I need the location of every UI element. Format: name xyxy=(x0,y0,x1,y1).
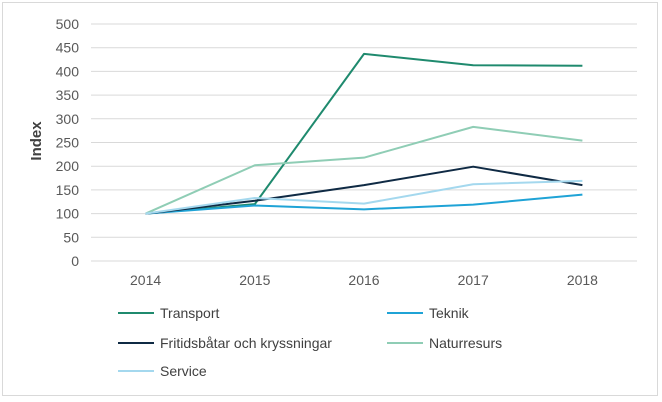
chart-frame: 0 50 100 150 200 250 300 350 400 450 500 2014 2015 2… xyxy=(2,2,658,396)
x-tick-label: 2016 xyxy=(348,272,379,288)
y-tick-label: 300 xyxy=(56,111,80,127)
y-tick-labels: 0 50 100 150 200 250 300 350 400 450 500 xyxy=(56,16,80,269)
legend-label: Fritidsbåtar och kryssningar xyxy=(160,335,332,351)
legend-label: Naturresurs xyxy=(429,335,502,351)
legend-label: Transport xyxy=(160,305,220,321)
y-tick-label: 150 xyxy=(56,182,80,198)
y-tick-label: 250 xyxy=(56,135,80,151)
series-line-service xyxy=(145,179,583,215)
x-tick-label: 2014 xyxy=(130,272,161,288)
x-tick-label: 2018 xyxy=(567,272,598,288)
y-tick-label: 0 xyxy=(71,253,79,269)
y-tick-label: 350 xyxy=(56,87,80,103)
legend: Transport Teknik Fritidsbåtar och kryssnin… xyxy=(118,305,502,379)
x-tick-label: 2015 xyxy=(239,272,270,288)
x-tick-label: 2017 xyxy=(458,272,489,288)
y-tick-label: 450 xyxy=(56,40,80,56)
y-tick-label: 400 xyxy=(56,63,80,79)
series-line-teknik xyxy=(145,193,583,215)
gridlines xyxy=(91,23,637,262)
series-lines xyxy=(145,52,583,215)
series-line-fritidsb-tar-och-kryssningar xyxy=(145,165,583,215)
x-tick-labels: 2014 2015 2016 2017 2018 xyxy=(130,272,598,288)
y-tick-label: 500 xyxy=(56,16,80,32)
y-tick-label: 100 xyxy=(56,206,80,222)
y-axis-label: Index xyxy=(28,121,45,161)
legend-label: Service xyxy=(160,363,207,379)
y-tick-label: 50 xyxy=(63,229,79,245)
y-tick-label: 200 xyxy=(56,158,80,174)
legend-label: Teknik xyxy=(429,305,470,321)
series-line-naturresurs xyxy=(145,125,583,215)
